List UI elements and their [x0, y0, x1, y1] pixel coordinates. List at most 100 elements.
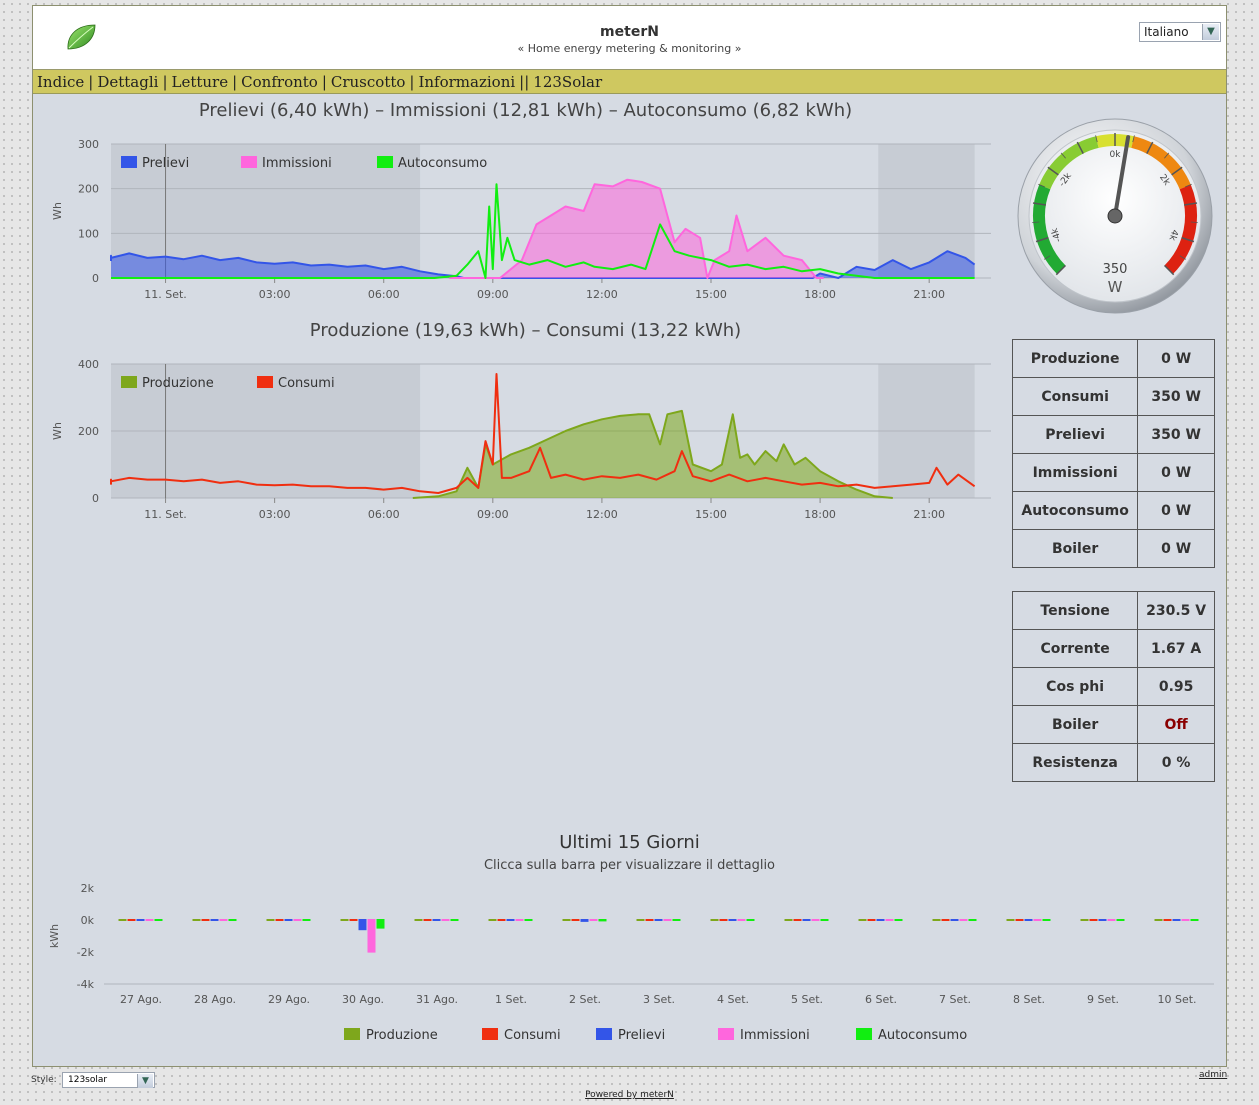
- nav-indice[interactable]: Indice: [37, 73, 85, 91]
- bar-produzione[interactable]: [562, 919, 571, 921]
- bar-produzione[interactable]: [266, 919, 275, 921]
- bar-immissioni[interactable]: [515, 919, 524, 921]
- bar-prelievi[interactable]: [1172, 919, 1181, 921]
- bar-prelievi[interactable]: [432, 919, 441, 921]
- legend-label[interactable]: Produzione: [366, 1028, 438, 1043]
- bar-autoconsumo[interactable]: [820, 919, 829, 921]
- bar-immissioni[interactable]: [589, 919, 598, 921]
- bar-consumi[interactable]: [275, 919, 284, 921]
- style-select[interactable]: 123solar ▼: [62, 1072, 155, 1088]
- bar-autoconsumo[interactable]: [228, 919, 237, 921]
- legend-label[interactable]: Prelievi: [618, 1028, 665, 1043]
- bar-consumi[interactable]: [1015, 919, 1024, 921]
- nav-123solar[interactable]: 123Solar: [533, 73, 603, 91]
- legend-label[interactable]: Autoconsumo: [398, 156, 487, 171]
- bar-autoconsumo[interactable]: [598, 919, 607, 922]
- bar-prelievi[interactable]: [654, 919, 663, 921]
- nav-letture[interactable]: Letture: [171, 73, 229, 91]
- nav-dettagli[interactable]: Dettagli: [97, 73, 159, 91]
- bar-immissioni[interactable]: [1033, 919, 1042, 921]
- bar-immissioni[interactable]: [219, 919, 228, 921]
- bar-prelievi[interactable]: [1024, 919, 1033, 921]
- bar-immissioni[interactable]: [885, 919, 894, 921]
- leaf-icon[interactable]: [65, 23, 97, 55]
- bar-produzione[interactable]: [1080, 919, 1089, 921]
- bar-prelievi[interactable]: [950, 919, 959, 921]
- bar-prelievi[interactable]: [876, 919, 885, 921]
- admin-link[interactable]: admin: [1199, 1070, 1228, 1080]
- bar-autoconsumo[interactable]: [1116, 919, 1125, 921]
- chart-prelievi-immissioni[interactable]: 0 100 200 300 Wh 11. Set. 03:00 06:00 09:00 12:00…: [43, 126, 1018, 306]
- bar-produzione[interactable]: [636, 919, 645, 921]
- bar-autoconsumo[interactable]: [894, 919, 903, 921]
- bar-immissioni[interactable]: [1181, 919, 1190, 921]
- legend-label[interactable]: Consumi: [278, 376, 335, 391]
- bar-produzione[interactable]: [1154, 919, 1163, 921]
- bar-autoconsumo[interactable]: [1190, 919, 1199, 921]
- chevron-down-icon[interactable]: ▼: [137, 1074, 153, 1088]
- bar-immissioni[interactable]: [737, 919, 746, 921]
- series-line-consumi[interactable]: [110, 373, 976, 494]
- bar-prelievi[interactable]: [358, 919, 367, 931]
- bar-prelievi[interactable]: [580, 919, 589, 922]
- legend-label[interactable]: Consumi: [504, 1028, 561, 1043]
- bar-consumi[interactable]: [941, 919, 950, 921]
- bar-consumi[interactable]: [423, 919, 432, 921]
- language-select[interactable]: Italiano ▼: [1139, 22, 1221, 42]
- bar-produzione[interactable]: [488, 919, 497, 921]
- bar-immissioni[interactable]: [959, 919, 968, 921]
- bar-produzione[interactable]: [784, 919, 793, 921]
- bar-consumi[interactable]: [349, 919, 358, 921]
- legend-label[interactable]: Immissioni: [262, 156, 332, 171]
- bar-consumi[interactable]: [1163, 919, 1172, 921]
- bar-produzione[interactable]: [118, 919, 127, 921]
- bar-consumi[interactable]: [867, 919, 876, 921]
- powered-by-link[interactable]: Powered by meterN: [585, 1090, 674, 1100]
- bar-consumi[interactable]: [1089, 919, 1098, 921]
- bar-autoconsumo[interactable]: [450, 919, 459, 921]
- bar-prelievi[interactable]: [210, 919, 219, 921]
- chart-produzione-consumi[interactable]: 0 200 400 Wh 11. Set. 03:00 06:00 09:00 12:00 15:…: [43, 346, 1018, 526]
- bar-autoconsumo[interactable]: [376, 919, 385, 929]
- bar-consumi[interactable]: [497, 919, 506, 921]
- bar-prelievi[interactable]: [136, 919, 145, 921]
- bar-autoconsumo[interactable]: [968, 919, 977, 921]
- bar-prelievi[interactable]: [1098, 919, 1107, 921]
- nav-informazioni[interactable]: Informazioni: [418, 73, 516, 91]
- chart-last-15-days[interactable]: 2k 0k -2k -4k kWh 27 Ago. 28 Ago. 29 Ago. 30 Ago…: [42, 878, 1222, 1050]
- bar-prelievi[interactable]: [802, 919, 811, 921]
- bar-immissioni[interactable]: [1107, 919, 1116, 921]
- legend-label[interactable]: Immissioni: [740, 1028, 810, 1043]
- bar-autoconsumo[interactable]: [524, 919, 533, 921]
- bar-produzione[interactable]: [932, 919, 941, 921]
- bar-immissioni[interactable]: [145, 919, 154, 921]
- series-line-autoconsumo[interactable]: [111, 183, 975, 279]
- bar-produzione[interactable]: [340, 919, 349, 921]
- legend-label[interactable]: Produzione: [142, 376, 214, 391]
- bar-consumi[interactable]: [127, 919, 136, 921]
- legend-label[interactable]: Autoconsumo: [878, 1028, 967, 1043]
- bar-immissioni[interactable]: [441, 919, 450, 921]
- legend-label[interactable]: Prelievi: [142, 156, 189, 171]
- bar-consumi[interactable]: [571, 919, 580, 921]
- nav-confronto[interactable]: Confronto: [241, 73, 318, 91]
- bar-immissioni[interactable]: [367, 919, 376, 953]
- bar-produzione[interactable]: [710, 919, 719, 921]
- bar-consumi[interactable]: [793, 919, 802, 921]
- bar-consumi[interactable]: [645, 919, 654, 921]
- bar-produzione[interactable]: [1006, 919, 1015, 921]
- bar-prelievi[interactable]: [284, 919, 293, 921]
- nav-cruscotto[interactable]: Cruscotto: [330, 73, 406, 91]
- bar-produzione[interactable]: [414, 919, 423, 921]
- bar-autoconsumo[interactable]: [302, 919, 311, 921]
- bar-autoconsumo[interactable]: [672, 919, 681, 921]
- chevron-down-icon[interactable]: ▼: [1202, 24, 1219, 40]
- bar-autoconsumo[interactable]: [746, 919, 755, 921]
- bar-immissioni[interactable]: [663, 919, 672, 921]
- bar-consumi[interactable]: [201, 919, 210, 921]
- bar-autoconsumo[interactable]: [154, 919, 163, 921]
- bar-immissioni[interactable]: [811, 919, 820, 921]
- series-line-immissioni[interactable]: [449, 178, 824, 279]
- series-line-prelievi[interactable]: [110, 250, 976, 279]
- bar-prelievi[interactable]: [506, 919, 515, 921]
